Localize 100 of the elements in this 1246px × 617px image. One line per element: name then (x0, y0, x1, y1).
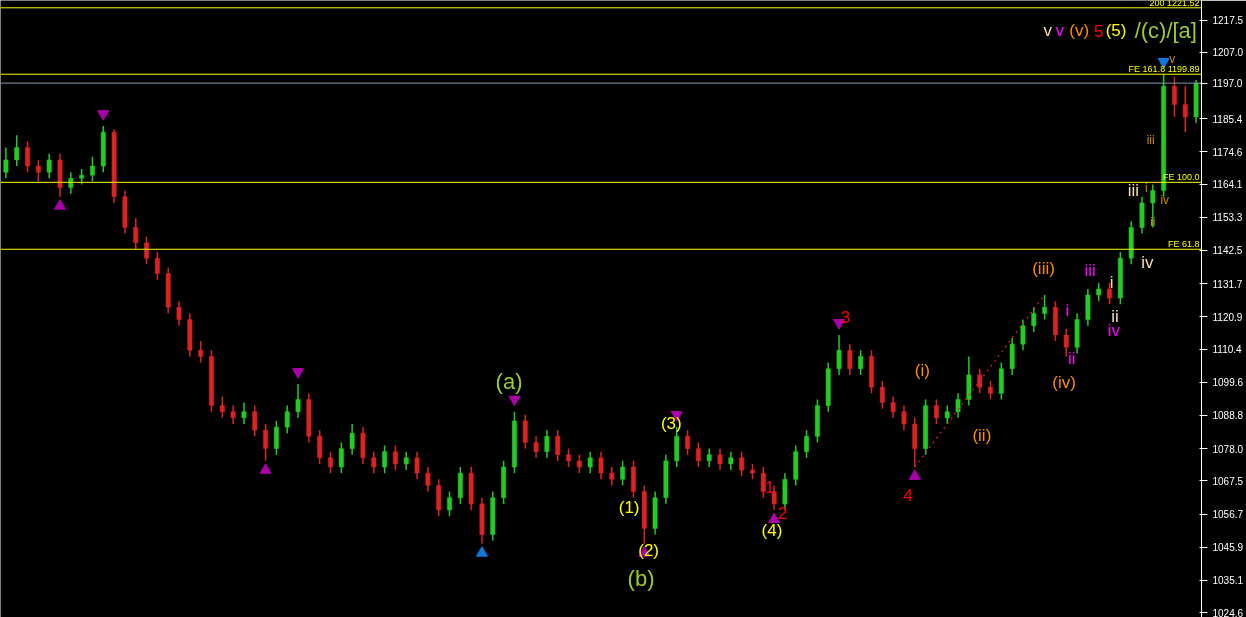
candlestick (46, 153, 52, 180)
candlestick (1020, 318, 1026, 352)
candlestick (219, 395, 225, 419)
candlestick (685, 429, 690, 456)
annotation: iv (1160, 193, 1170, 208)
y-tick-label: 1024.6 (1212, 607, 1244, 617)
annotation: (1) (618, 497, 640, 517)
candlestick (620, 460, 626, 487)
candlestick (241, 401, 247, 425)
y-tick-label: 1197.0 (1212, 78, 1243, 90)
candlestick (717, 447, 723, 471)
annotation: 1 (765, 478, 775, 498)
annotation: (iii) (1032, 258, 1055, 278)
y-tick-label: 1153.3 (1212, 212, 1243, 224)
annotation: ii (1150, 215, 1156, 230)
candlestick (1150, 183, 1156, 229)
candlestick (890, 395, 896, 419)
y-tick-label: 1067.5 (1212, 475, 1244, 487)
annotation: v (1169, 51, 1176, 66)
annotation: (i) (914, 360, 930, 380)
candlestick (263, 423, 268, 462)
annotation: iii (1084, 260, 1096, 280)
candlestick (609, 466, 615, 487)
candlestick (25, 140, 30, 173)
y-tick-label: 1088.8 (1212, 410, 1244, 422)
candlestick (403, 450, 409, 471)
candlestick (804, 429, 809, 459)
annotation: (5) (1105, 21, 1127, 41)
candlestick (284, 404, 290, 434)
candlestick (934, 398, 939, 425)
annotation: (b) (627, 566, 655, 591)
annotation: (v) (1069, 21, 1090, 41)
annotation: i (1144, 180, 1148, 195)
candlestick (154, 251, 160, 281)
y-tick-label: 1164.1 (1212, 179, 1243, 191)
candlestick (955, 392, 961, 419)
y-tick-label: 1142.5 (1212, 245, 1243, 257)
candlestick (14, 134, 20, 167)
candlestick (836, 334, 842, 376)
y-tick-label: 1035.1 (1212, 575, 1244, 587)
annotation: v (1055, 21, 1065, 41)
candlestick (1172, 76, 1177, 118)
candlestick (1182, 85, 1188, 133)
annotation: i (1065, 300, 1070, 320)
annotation: iii (1146, 133, 1155, 148)
candlestick (988, 380, 993, 401)
candlestick (977, 367, 983, 395)
y-tick-label: 1045.9 (1212, 542, 1244, 554)
point (908, 469, 921, 480)
annotation: iv (1141, 252, 1155, 272)
annotation: (3) (660, 413, 682, 433)
candlestick (414, 450, 420, 481)
y-tick-label: 1110.4 (1212, 344, 1243, 356)
annotation: /(c)/[a] (1134, 18, 1197, 44)
candlestick (1031, 306, 1037, 333)
candlestick (349, 423, 355, 456)
candlestick (328, 450, 333, 474)
candlestick (230, 404, 236, 425)
candlestick (371, 450, 377, 474)
annotation: 3 (840, 307, 851, 327)
point (768, 512, 781, 523)
point (97, 110, 110, 121)
y-tick-label: 1131.7 (1212, 278, 1243, 290)
ref-line-label: FE 61.8 (1167, 239, 1200, 250)
candlestick (879, 380, 885, 410)
annotation: (a) (495, 368, 523, 394)
candlestick (35, 159, 41, 183)
candlestick (739, 450, 745, 477)
annotation: iii (1127, 180, 1140, 200)
y-tick-label: 1078.0 (1212, 443, 1244, 455)
candlestick (90, 156, 95, 183)
y-tick-label: 1056.7 (1212, 509, 1244, 520)
candlestick (338, 441, 344, 474)
candlestick (176, 300, 182, 327)
annotation: 5 (1093, 21, 1104, 41)
candlestick (706, 447, 712, 468)
annotation: i (1109, 272, 1114, 292)
candlestick (3, 146, 9, 180)
y-tick-label: 1207.0 (1212, 47, 1244, 59)
annotation: (iv) (1052, 372, 1076, 392)
candlestick (273, 420, 279, 456)
candlestick (295, 383, 301, 419)
candlestick (425, 466, 431, 493)
candlestick (1096, 281, 1102, 302)
candlestick (901, 404, 907, 431)
ref-line-label: FE 161.8 1199.89 (1128, 64, 1200, 75)
annotation: ii (1067, 348, 1076, 368)
point (508, 395, 521, 407)
candlestick (847, 343, 853, 376)
y-tick-label: 1099.6 (1212, 377, 1244, 389)
y-tick-label: 1217.5 (1212, 15, 1244, 27)
point (475, 546, 488, 557)
candlestick (587, 450, 593, 474)
candlestick (544, 429, 550, 459)
annotation: ii (1111, 307, 1119, 327)
candlestick (533, 435, 539, 459)
point (292, 368, 305, 379)
candlestick (382, 444, 388, 474)
annotation: (2) (638, 540, 659, 560)
candlestick (522, 414, 528, 450)
